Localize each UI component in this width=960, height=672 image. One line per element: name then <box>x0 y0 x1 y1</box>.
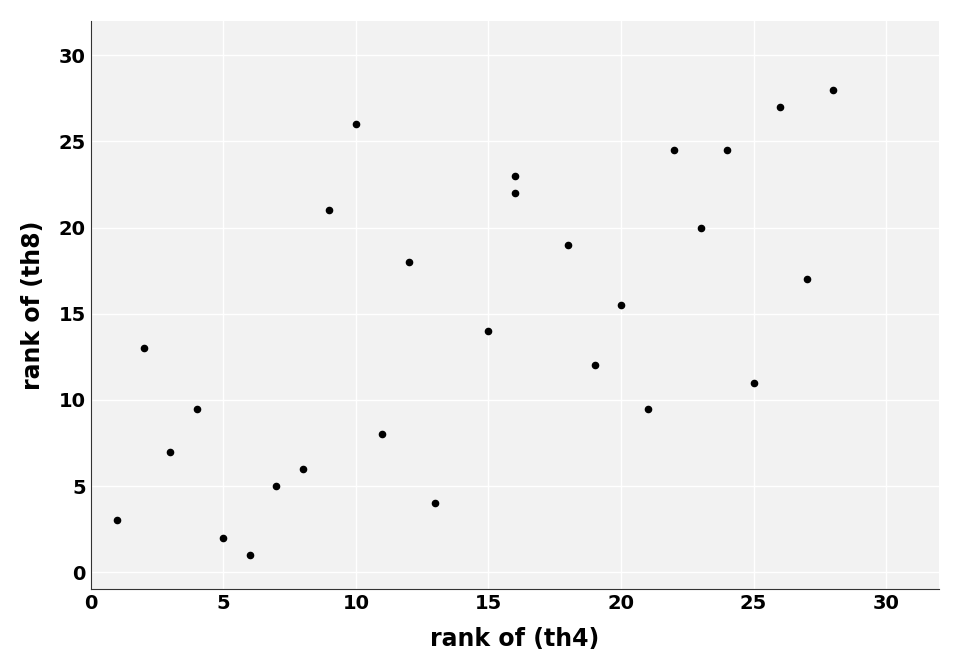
Point <box>666 144 682 155</box>
Point <box>348 119 364 130</box>
Point <box>109 515 125 526</box>
Y-axis label: rank of (th8): rank of (th8) <box>21 220 45 390</box>
Point <box>322 205 337 216</box>
Point <box>693 222 708 233</box>
Point <box>296 464 311 474</box>
Point <box>587 360 602 371</box>
Point <box>799 274 814 285</box>
Point <box>162 446 178 457</box>
Point <box>507 171 522 181</box>
Point <box>242 550 257 560</box>
Point <box>773 101 788 112</box>
Point <box>136 343 152 353</box>
Point <box>481 326 496 337</box>
Point <box>719 144 734 155</box>
Point <box>401 257 417 267</box>
Point <box>189 403 204 414</box>
X-axis label: rank of (th4): rank of (th4) <box>430 627 600 651</box>
Point <box>269 480 284 491</box>
Point <box>826 85 841 95</box>
Point <box>613 300 629 310</box>
Point <box>746 377 761 388</box>
Point <box>374 429 390 439</box>
Point <box>216 532 231 543</box>
Point <box>561 239 576 250</box>
Point <box>640 403 656 414</box>
Point <box>428 498 444 509</box>
Point <box>507 187 522 198</box>
